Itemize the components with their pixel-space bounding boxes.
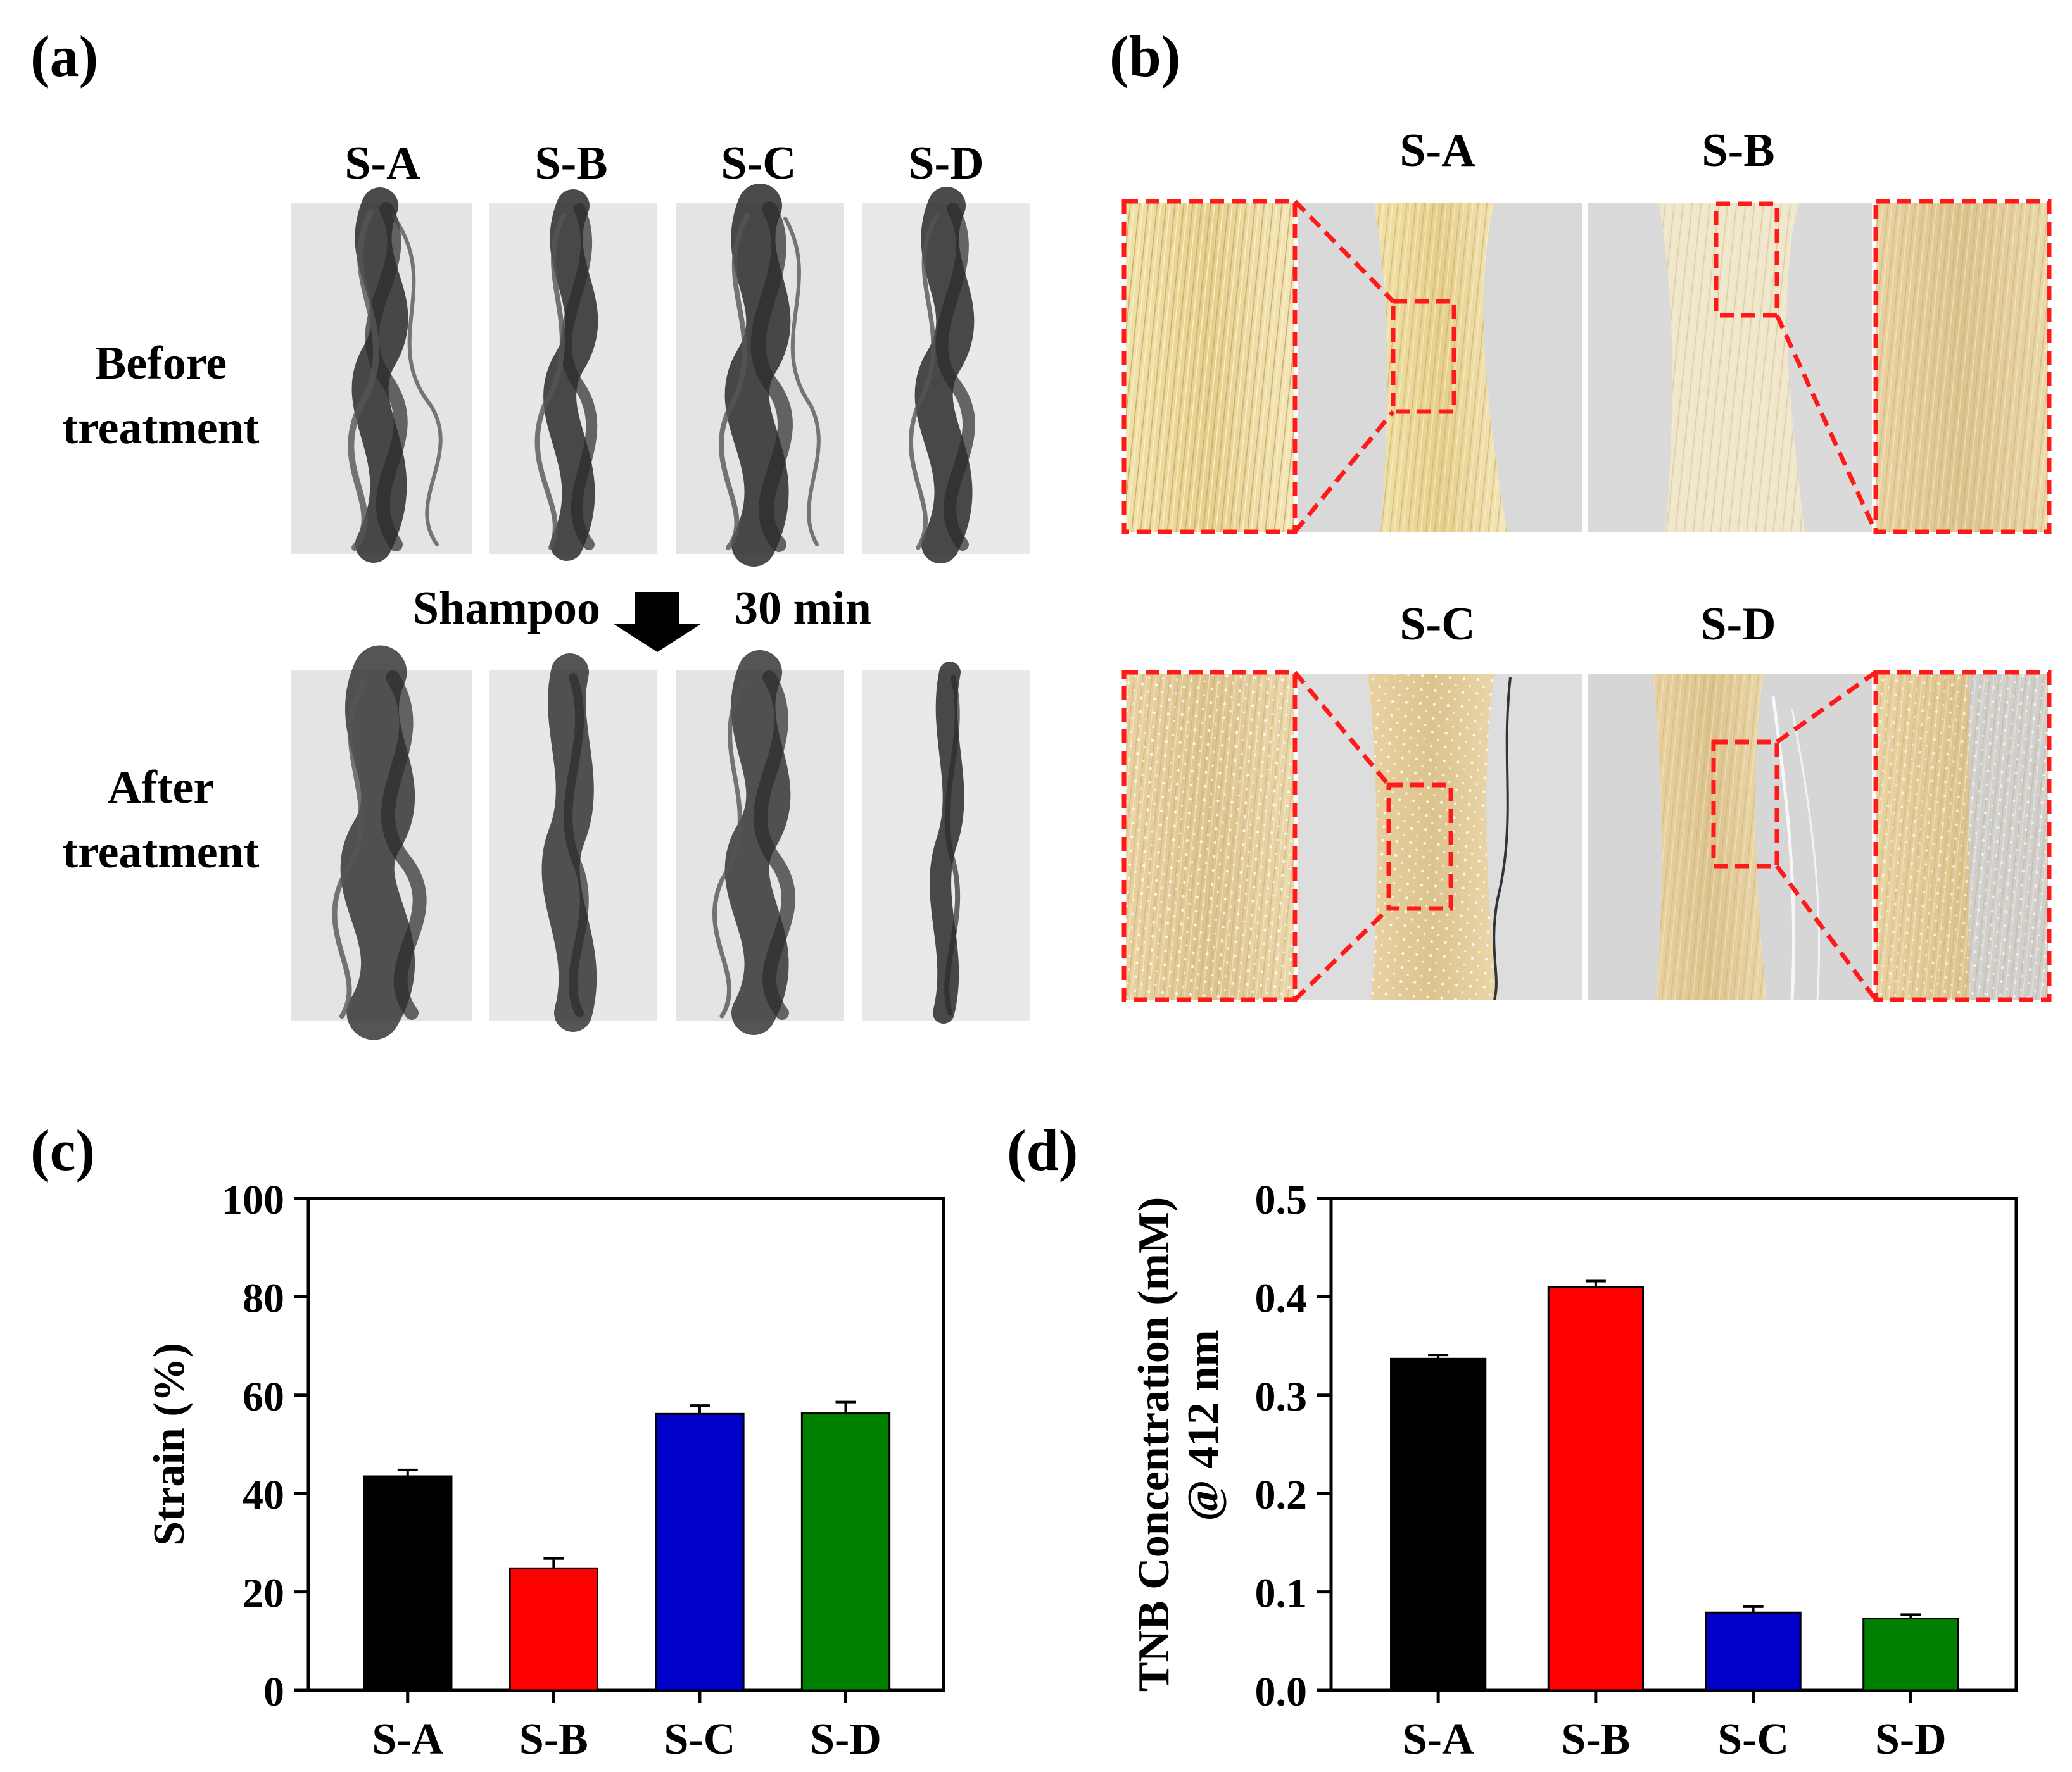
y-tick-label: 60 bbox=[243, 1374, 284, 1420]
y-tick-label: 0.3 bbox=[1255, 1374, 1308, 1420]
bar-s-d bbox=[1862, 1618, 1959, 1692]
plot-frame bbox=[306, 1197, 945, 1692]
y-tick-label: 0 bbox=[263, 1669, 284, 1715]
step-label-right: 30 min bbox=[735, 582, 871, 634]
hair-before-s-b bbox=[534, 189, 598, 561]
before-label-line1: Before bbox=[95, 337, 227, 389]
hair-after-s-b bbox=[541, 653, 597, 1032]
hair-after-s-d bbox=[930, 662, 964, 1024]
x-tick-label: S-C bbox=[1717, 1715, 1789, 1764]
roi-box-s-c bbox=[1386, 782, 1453, 911]
panel-a: (a) S-A S-B S-C S-D Before treatment Aft… bbox=[30, 24, 1030, 1040]
arrow-down-icon bbox=[613, 592, 702, 652]
x-tick-label: S-C bbox=[664, 1715, 736, 1764]
zoom-box-s-b bbox=[1873, 199, 2052, 534]
zoom-box-s-c bbox=[1121, 670, 1298, 1002]
hair-before-s-d bbox=[909, 187, 975, 563]
plot-frame bbox=[1329, 1197, 2018, 1692]
bar-s-a bbox=[363, 1475, 453, 1692]
sample-label-b-4: S-D bbox=[1700, 598, 1776, 650]
micro-photos-bottom bbox=[1126, 674, 2048, 1000]
y-tick-label: 40 bbox=[243, 1472, 284, 1518]
sample-label-a-4: S-D bbox=[908, 137, 983, 189]
after-label-line1: After bbox=[108, 762, 214, 814]
x-tick-label: S-A bbox=[1403, 1715, 1474, 1764]
sample-label-a-2: S-B bbox=[534, 137, 607, 189]
y-tick-label: 80 bbox=[243, 1275, 284, 1321]
y-tick-label: 0.1 bbox=[1255, 1571, 1308, 1617]
hair-before-s-a bbox=[348, 187, 443, 563]
sample-label-b-1: S-A bbox=[1399, 125, 1475, 177]
y-tick-label: 20 bbox=[243, 1571, 284, 1617]
x-tick-label: S-D bbox=[810, 1715, 881, 1764]
panel-a-label: (a) bbox=[30, 24, 98, 89]
before-photos bbox=[291, 184, 1030, 567]
hair-after-s-a bbox=[332, 645, 427, 1040]
panel-c-label: (c) bbox=[30, 1118, 95, 1183]
panel-b: (b) S-A S-B S-C S-D bbox=[1109, 24, 2052, 1002]
y-tick-label: 0.2 bbox=[1255, 1472, 1308, 1518]
panel-d-label: (d) bbox=[1007, 1118, 1078, 1183]
y-axis-label: Strain (%) bbox=[145, 1343, 194, 1546]
sample-label-a-1: S-A bbox=[344, 137, 420, 189]
bar-s-d bbox=[800, 1412, 891, 1692]
x-tick-label: S-B bbox=[1561, 1715, 1630, 1764]
bar-s-a bbox=[1390, 1357, 1487, 1692]
zoom-box-s-a bbox=[1121, 199, 1298, 534]
zoom-boxes-top bbox=[1121, 199, 2052, 534]
panel-d: (d) 0.0 0.1 0.2 0.3 0.4 0.5 S-A S-B S-C S-D TNB Co… bbox=[1007, 1118, 2018, 1764]
y-tick-label: 0.0 bbox=[1255, 1669, 1308, 1715]
sample-label-a-3: S-C bbox=[721, 137, 796, 189]
hair-before-s-c bbox=[719, 184, 821, 567]
roi-box-s-a bbox=[1391, 299, 1456, 414]
bar-s-c bbox=[655, 1412, 745, 1692]
sample-label-b-3: S-C bbox=[1399, 598, 1475, 650]
y-tick-label: 0.4 bbox=[1255, 1275, 1308, 1321]
x-tick-label: S-A bbox=[372, 1715, 443, 1764]
after-label-line2: treatment bbox=[63, 826, 260, 878]
x-tick-label: S-D bbox=[1875, 1715, 1947, 1764]
zoom-boxes-bottom bbox=[1121, 670, 2052, 1002]
sample-label-b-2: S-B bbox=[1702, 125, 1774, 177]
roi-box-s-b bbox=[1714, 201, 1779, 318]
bar-s-b bbox=[1547, 1286, 1644, 1692]
y-axis-label-2: @ 412 nm bbox=[1179, 1329, 1228, 1521]
micro-photos-top bbox=[1126, 203, 2048, 532]
before-label-line2: treatment bbox=[63, 402, 260, 454]
y-tick-label: 100 bbox=[222, 1177, 284, 1223]
bar-s-b bbox=[509, 1567, 599, 1692]
chart-d: 0.0 0.1 0.2 0.3 0.4 0.5 S-A S-B S-C S-D TNB Concen… bbox=[1130, 1177, 2018, 1764]
x-tick-label: S-B bbox=[519, 1715, 588, 1764]
panel-c: (c) 0 20 40 60 80 100 S-A S-B S-C S-D Strain (%) bbox=[30, 1118, 945, 1764]
roi-box-s-d bbox=[1711, 739, 1779, 869]
hair-after-s-c bbox=[712, 650, 795, 1035]
panel-b-label: (b) bbox=[1109, 24, 1180, 89]
step-label-left: Shampoo bbox=[413, 582, 600, 634]
y-tick-label: 0.5 bbox=[1255, 1177, 1308, 1223]
chart-c: 0 20 40 60 80 100 S-A S-B S-C S-D Strain (%) bbox=[145, 1177, 945, 1764]
after-photos bbox=[291, 645, 1030, 1040]
zoom-box-s-d bbox=[1873, 670, 2052, 1002]
bar-s-c bbox=[1705, 1611, 1802, 1692]
y-axis-label: TNB Concentration (mM) bbox=[1130, 1197, 1178, 1692]
